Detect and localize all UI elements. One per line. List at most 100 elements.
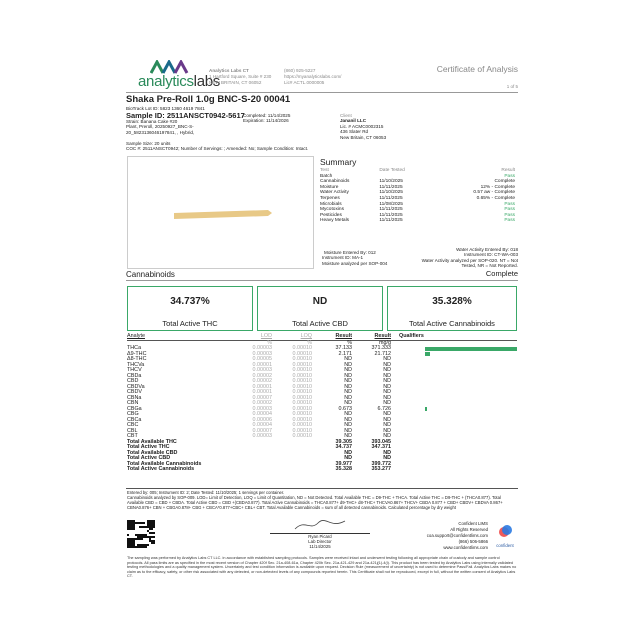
col-lod: LOD [260,333,272,339]
total-row: Total Available THC 39.305 393.045 [127,438,517,446]
method-notes: Cannabinoids analyzed by SOP-009. LOD= L… [127,495,503,510]
total-cannabinoids-label: Total Active Cannabinoids [409,319,495,328]
result-percent: ND [344,356,352,362]
summary-row: Terpenes 11/11/2025 0.65% - Complete [320,196,515,202]
summary-date: 11/11/2025 [379,218,403,224]
water-legend: Tested, NR = Not Reported. [461,263,518,269]
result-percent: ND [344,378,352,384]
total-mg: ND [383,455,391,461]
table-row: CBNa 0.00007 0.00010 ND ND [127,394,517,402]
lims-email[interactable]: coa.support@confidentlims.com [426,533,488,538]
result-percent: ND [344,367,352,373]
total-percent: ND [344,449,352,456]
summary-date: 11/10/2025 [379,190,403,196]
summary-result: Pass [504,207,515,213]
result-mg: ND [383,372,391,379]
loq-value: 0.00010 [292,350,313,357]
summary-result: Pass [504,212,515,218]
client-name: Jananil LLC [340,118,367,124]
table-bottom-divider [126,488,518,489]
sample-id: Sample ID: 2511ANSCT0942-5617 [126,111,245,120]
unit-cell: mg/g [379,339,391,346]
logo: analyticslabs [138,60,220,90]
summary-date: 11/11/2025 [379,212,403,218]
total-mg: 353.277 [371,466,392,472]
result-bar [425,346,517,351]
table-row: THCVa 0.00001 0.00010 ND ND [127,361,517,369]
col-analyte: Analyte [127,333,145,339]
summary-date: 11/08/2025 [379,201,403,207]
result-percent: ND [344,400,352,406]
lab-license: Lic# ACTL.0000005 [284,80,325,85]
result-mg: ND [383,367,391,373]
result-mg: ND [383,427,391,434]
table-row: CBL 0.00007 0.00010 ND ND [127,427,517,435]
bar-cell [425,407,517,413]
total-percent: 35.328 [335,466,353,472]
summary-title: Summary [320,157,357,167]
table-row: Δ8-THC 0.00005 0.00010 ND ND [127,356,517,363]
summary-date: 11/11/2025 [379,184,403,190]
result-mg: ND [383,356,391,362]
coc-info: COC #: 2511ANSCT0942; Number of Servings… [126,146,309,151]
client-address-1: 436 Slater Rd [340,129,369,135]
lod-value: 0.00007 [252,394,273,401]
lod-value: 0.00001 [252,361,273,368]
lims-name: Confident LIMS [458,521,488,526]
lab-address-1: 1 Hartford Square, Suite # 230 [209,74,272,79]
summary-result: Pass [504,173,515,179]
loq-value: 0.00010 [292,367,313,373]
disclaimer: The sampling was performed by Analytics … [127,556,517,579]
signer-title: Lab Director [308,539,332,544]
summary-row: Pesticides 11/11/2025 Pass [320,213,515,219]
lims-website[interactable]: www.confidentlims.com [443,545,488,550]
signature [294,520,346,530]
moisture-entered: Moisture Entered By: 012 [324,250,376,255]
summary-result: 0.65% - Complete [476,195,515,201]
qr-code-icon[interactable] [127,520,155,548]
summary-header-test: Test [320,168,329,173]
summary-date: 11/11/2025 [379,207,403,213]
spacer [425,467,517,473]
water-entered: Water Activity Entered By: 018 [456,247,518,252]
client-label: Client [340,113,352,118]
client-license: Lic. # ACMC0002315 [340,123,384,129]
result-percent: ND [344,422,352,428]
total-mg: 347.371 [371,444,392,450]
product-title: Shaka Pre-Roll 1.0g BNC-S-20 00041 [126,94,291,105]
total-thc-box: 34.737% Total Active THC [127,286,253,331]
lims-phone: (866) 506-5866 [458,539,488,544]
lod-value: 0.00001 [252,383,273,390]
table-row: THCV 0.00003 0.00010 ND ND [127,367,517,374]
table-row: CBGa 0.00003 0.00010 0.673 6.726 [127,406,517,413]
lod-value: 0.00003 [252,345,273,351]
unit-cell: % [307,339,312,346]
result-percent: ND [344,427,352,434]
result-bar [425,352,431,357]
lod-value: 0.00007 [252,427,273,434]
lod-value: 0.00005 [252,356,273,362]
logo-text-labs: labs [193,73,221,90]
lod-value: 0.00006 [252,416,273,423]
summary-row: Batch Pass [320,174,515,180]
table-row: CBN 0.00002 0.00010 ND ND [127,400,517,407]
total-mg: 393.045 [371,438,392,445]
analyte-name: CBT [127,433,138,439]
col-result-pct: Result [335,333,352,339]
signer-name: Ryan Picard [308,534,332,539]
result-mg: ND [383,361,391,368]
result-mg: ND [383,394,391,401]
table-row: CBC 0.00004 0.00010 ND ND [127,422,517,429]
lab-website[interactable]: https://myanalyticslabs.com/ [284,74,342,79]
moisture-sop: Moisture analyzed per SOP-004 [322,260,388,266]
loq-value: 0.00010 [292,394,313,401]
table-row: CBDV 0.00001 0.00010 ND ND [127,389,517,396]
summary-result: 0.57 aw - Complete [473,190,515,196]
summary-header-date: Date Tested [379,168,405,173]
summary-result: 12% - Complete [480,184,515,190]
result-mg: ND [383,416,391,423]
summary-header-result: Result [501,168,515,173]
total-thc-label: Total Active THC [162,319,218,328]
analyte-name: THCa [127,345,142,351]
cannabinoids-status: Complete [485,269,518,278]
